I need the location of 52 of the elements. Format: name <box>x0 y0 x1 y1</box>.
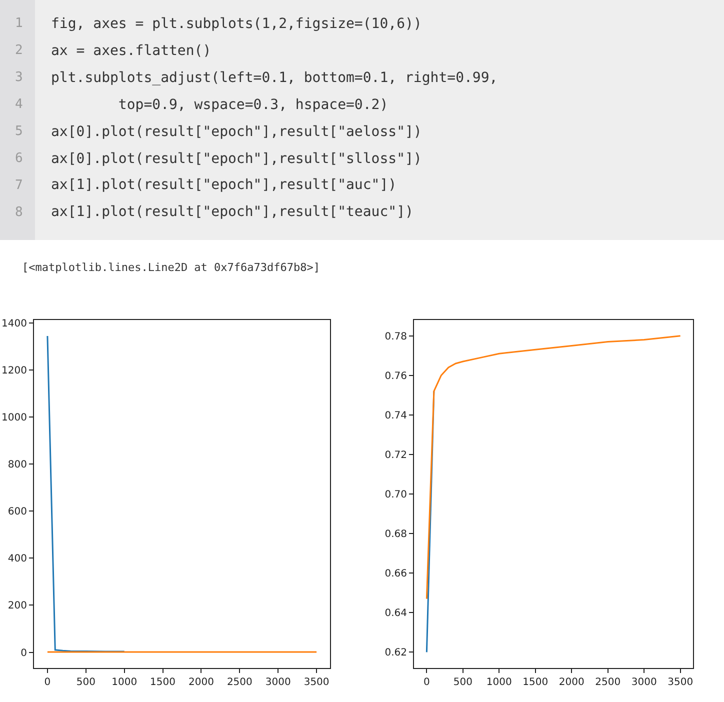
x-tick-label: 500 <box>453 677 472 688</box>
y-tick-label: 400 <box>8 554 27 565</box>
y-tick-label: 800 <box>8 460 27 471</box>
y-tick-label: 200 <box>8 600 27 612</box>
text: fig, axes = plt.subplots(1,2,figsize=(10,6)) <box>51 16 422 32</box>
y-tick-label: 1400 <box>2 318 27 330</box>
y-tick-label: 0.70 <box>384 490 407 500</box>
y-tick-label: 0.64 <box>384 608 407 620</box>
text: [<matplotlib.lines.Line2D at 0x7f6a73df67b8>] <box>22 261 320 274</box>
y-tick-label: 0.66 <box>384 568 407 580</box>
text: ax[0].plot(result["epoch"],result["aeloss"]) <box>51 124 422 140</box>
text: 8 <box>15 205 23 220</box>
x-tick-label: 2000 <box>558 677 584 688</box>
text: plt.subplots_adjust(left=0.1, bottom=0.1, right=0.99, <box>51 70 498 86</box>
y-tick-label: 0.72 <box>384 450 407 461</box>
x-tick-label: 1500 <box>150 677 176 688</box>
y-tick-label: 0.74 <box>384 410 407 422</box>
line-series <box>46 335 126 652</box>
text: ax[1].plot(result["epoch"],result["auc"]) <box>51 177 397 193</box>
x-tick-label: 3500 <box>668 677 694 688</box>
text: 6 <box>15 151 23 166</box>
text: 1 <box>15 16 23 31</box>
y-tick-label: 600 <box>8 506 27 518</box>
text: ax = axes.flatten() <box>51 43 212 59</box>
y-tick-label: 0.62 <box>384 648 407 659</box>
x-tick-label: 1000 <box>486 677 512 688</box>
y-tick-label: 1000 <box>2 412 27 424</box>
x-tick-label: 0 <box>423 677 430 688</box>
text: ax[0].plot(result["epoch"],result["slloss"]) <box>51 151 422 167</box>
x-tick-label: 2500 <box>226 677 252 688</box>
x-tick-label: 0 <box>44 677 51 688</box>
y-tick-label: 0 <box>20 648 27 659</box>
x-tick-label: 2500 <box>595 677 621 688</box>
x-tick-label: 500 <box>76 677 96 688</box>
y-tick-label: 0.76 <box>384 370 407 382</box>
x-tick-label: 1000 <box>112 677 138 688</box>
text: 4 <box>15 97 23 112</box>
text: 3 <box>15 70 23 85</box>
line-series <box>426 335 682 600</box>
x-tick-label: 3500 <box>304 677 330 688</box>
text: 2 <box>15 43 23 58</box>
text: 5 <box>15 124 23 139</box>
y-tick-label: 1200 <box>2 366 27 377</box>
x-tick-label: 3000 <box>265 677 291 688</box>
text: top=0.9, wspace=0.3, hspace=0.2) <box>51 97 388 113</box>
y-tick-label: 0.78 <box>384 331 407 342</box>
y-tick-label: 0.68 <box>384 529 407 540</box>
text: ax[1].plot(result["epoch"],result["teauc"]) <box>51 204 414 220</box>
x-tick-label: 3000 <box>631 677 657 688</box>
text: 7 <box>15 178 23 193</box>
x-tick-label: 2000 <box>188 677 214 688</box>
x-tick-label: 1500 <box>522 677 548 688</box>
